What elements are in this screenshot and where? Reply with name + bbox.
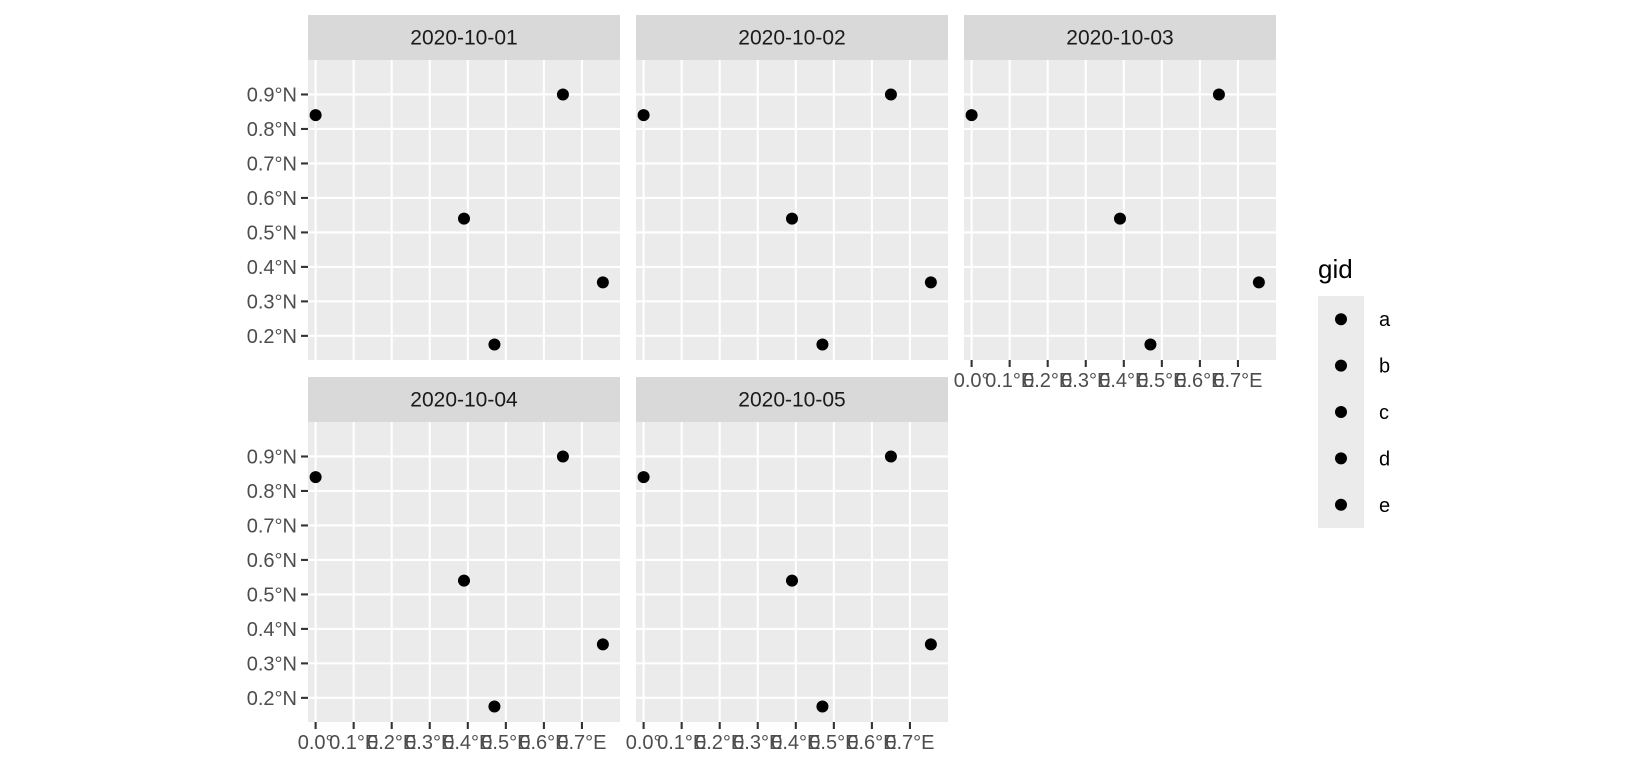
facet-strip xyxy=(964,15,1276,60)
facet-panel: 2020-10-04 0.2°N 0.3°N 0.4°N 0.5°N 0.6°N 0.7°N… xyxy=(247,377,620,754)
x-tick-label: 0.1°E xyxy=(985,370,1034,392)
data-point-c xyxy=(1144,338,1157,351)
x-tick-label: 0.0° xyxy=(626,732,662,754)
data-point-b xyxy=(458,212,470,225)
y-tick-label: 0.2°N xyxy=(247,688,297,710)
y-tick-label: 0.4°N xyxy=(247,619,297,641)
y-tick-label: 0.3°N xyxy=(247,291,297,313)
x-tick-label: 0.2°E xyxy=(695,732,744,754)
x-tick-label: 0.6°E xyxy=(847,732,896,754)
y-tick-label: 0.5°N xyxy=(247,584,297,606)
facet-strip-label: 2020-10-01 xyxy=(410,27,517,50)
data-point-c xyxy=(816,338,829,351)
data-point-a xyxy=(309,471,322,484)
y-tick-label: 0.5°N xyxy=(247,222,297,244)
data-point-d xyxy=(884,450,897,463)
x-tick-label: 0.5°E xyxy=(1137,370,1186,392)
x-tick-label: 0.3°E xyxy=(1061,370,1110,392)
x-tick-label: 0.2°E xyxy=(367,732,416,754)
legend-label-b: b xyxy=(1379,356,1390,378)
facet-strip-label: 2020-10-03 xyxy=(1066,27,1173,50)
y-tick-label: 0.8°N xyxy=(247,481,297,503)
x-tick-label: 0.0° xyxy=(954,370,990,392)
y-tick-label: 0.9°N xyxy=(247,446,297,468)
data-point-d xyxy=(556,88,569,101)
data-point-a xyxy=(965,109,978,122)
legend-title: gid xyxy=(1318,254,1353,284)
data-point-c xyxy=(488,338,501,351)
legend-label-d: d xyxy=(1379,448,1390,470)
legend-key-e xyxy=(1335,498,1347,511)
data-point-e xyxy=(924,638,937,651)
facet-strip-label: 2020-10-04 xyxy=(410,389,518,412)
y-tick-label: 0.3°N xyxy=(247,653,297,675)
x-tick-label: 0.2°E xyxy=(1023,370,1072,392)
x-tick-label: 0.3°E xyxy=(405,732,454,754)
data-point-e xyxy=(596,638,609,651)
x-tick-label: 0.4°E xyxy=(771,732,820,754)
data-point-e xyxy=(1252,276,1265,289)
x-tick-label: 0.5°E xyxy=(481,732,530,754)
x-tick-label: 0.0° xyxy=(298,732,334,754)
legend-key-a xyxy=(1335,313,1347,326)
y-tick-label: 0.4°N xyxy=(247,257,297,279)
data-point-a xyxy=(309,109,322,122)
legend-key-d xyxy=(1335,452,1347,465)
y-tick-label: 0.6°N xyxy=(247,188,297,210)
data-point-b xyxy=(786,574,798,587)
data-point-c xyxy=(816,700,829,713)
y-tick-label: 0.9°N xyxy=(247,84,297,106)
y-tick-label: 0.2°N xyxy=(247,326,297,348)
x-tick-label: 0.7°E xyxy=(1213,370,1262,392)
facet-strip xyxy=(636,15,948,60)
data-point-d xyxy=(556,450,569,463)
data-point-c xyxy=(488,700,501,713)
y-tick-label: 0.8°N xyxy=(247,119,297,141)
legend-label-c: c xyxy=(1379,402,1389,424)
facet-panel: 2020-10-02 xyxy=(636,15,948,360)
panel-background xyxy=(636,422,948,722)
y-tick-label: 0.6°N xyxy=(247,550,297,572)
y-tick-label: 0.7°N xyxy=(247,153,297,175)
data-point-b xyxy=(1114,212,1126,225)
legend-label-e: e xyxy=(1379,495,1390,517)
x-tick-label: 0.6°E xyxy=(1175,370,1224,392)
facet-strip-label: 2020-10-05 xyxy=(738,389,845,412)
panel-background xyxy=(964,60,1276,360)
facet-strip xyxy=(636,377,948,422)
x-tick-label: 0.6°E xyxy=(519,732,568,754)
legend-key-c xyxy=(1335,406,1347,418)
data-point-e xyxy=(924,276,937,289)
facet-strip-label: 2020-10-02 xyxy=(738,27,845,50)
data-point-d xyxy=(884,88,897,101)
data-point-d xyxy=(1212,88,1225,101)
facet-strip xyxy=(308,15,620,60)
facet-panel: 2020-10-01 0.2°N 0.3°N 0.4°N 0.5°N 0.6°N 0.7°N… xyxy=(247,15,620,360)
legend-key-b xyxy=(1335,359,1347,372)
legend: gid a b c d e xyxy=(1318,254,1391,528)
data-point-a xyxy=(637,109,650,122)
facet-panel: 2020-10-030.0°0.1°E0.2°E0.3°E0.4°E0.5°E0… xyxy=(954,15,1276,392)
x-tick-label: 0.1°E xyxy=(657,732,706,754)
x-tick-label: 0.1°E xyxy=(329,732,378,754)
data-point-a xyxy=(637,471,650,484)
y-tick-label: 0.7°N xyxy=(247,515,297,537)
data-point-b xyxy=(786,212,798,225)
panel-background xyxy=(308,422,620,722)
facet-strip xyxy=(308,377,620,422)
x-tick-label: 0.5°E xyxy=(809,732,858,754)
panel-background xyxy=(636,60,948,360)
data-point-e xyxy=(596,276,609,289)
x-tick-label: 0.7°E xyxy=(885,732,934,754)
x-tick-label: 0.3°E xyxy=(733,732,782,754)
x-tick-label: 0.4°E xyxy=(443,732,492,754)
data-point-b xyxy=(458,574,470,587)
x-tick-label: 0.4°E xyxy=(1099,370,1148,392)
panel-background xyxy=(308,60,620,360)
facet-panel: 2020-10-050.0°0.1°E0.2°E0.3°E0.4°E0.5°E0… xyxy=(626,377,948,754)
legend-label-a: a xyxy=(1379,309,1391,331)
x-tick-label: 0.7°E xyxy=(557,732,606,754)
